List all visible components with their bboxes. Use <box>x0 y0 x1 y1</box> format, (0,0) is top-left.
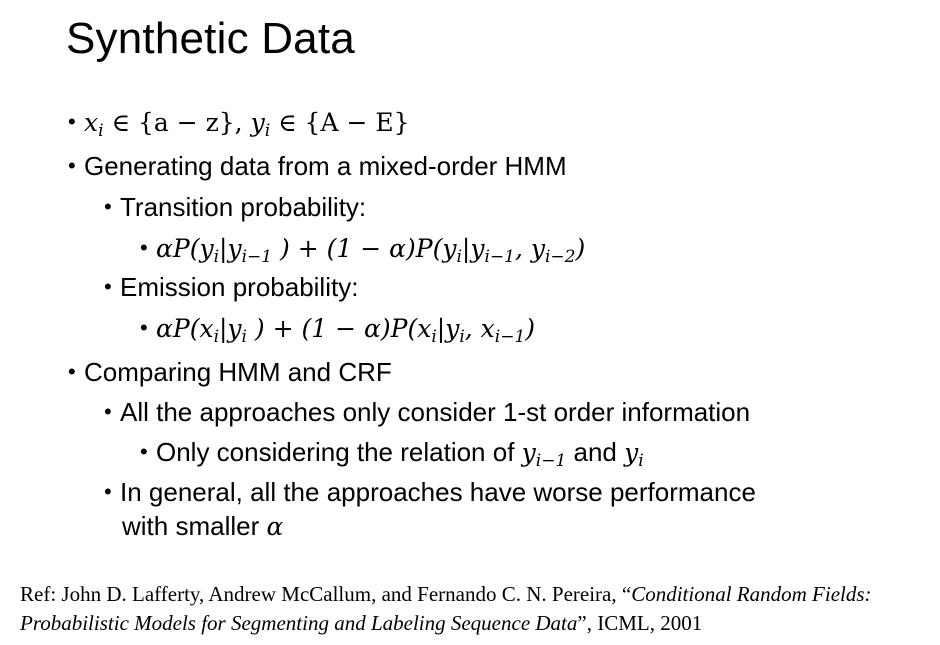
bullet-relation: • Only considering the relation of yi−1 a… <box>140 436 644 471</box>
general-alpha: α <box>266 512 284 541</box>
general-text-line2: with smaller <box>122 511 267 541</box>
emission-formula: αP(xi|yi ) + (1 − α)P(xi|yi, xi−1) <box>156 314 536 347</box>
domains-formula: xi ∈ {a − z}, yi ∈ {A − E} <box>84 108 410 141</box>
transition-label-text: Transition probability: <box>120 192 367 222</box>
bullet-comparing: • Comparing HMM and CRF <box>68 356 392 388</box>
bullet-general: • In general, all the approaches have wor… <box>104 476 756 508</box>
bullet-dot: • <box>68 359 76 384</box>
emission-label-text: Emission probability: <box>120 272 359 302</box>
bullet-emission-label: • Emission probability: <box>104 271 358 303</box>
bullet-dot: • <box>104 399 112 424</box>
relation-y-curr: yi <box>624 438 644 471</box>
bullet-dot: • <box>140 315 148 340</box>
transition-formula: αP(yi|yi−1 ) + (1 − α)P(yi|yi−1, yi−2) <box>156 234 586 267</box>
reference-citation: Ref: John D. Lafferty, Andrew McCallum, … <box>20 580 925 638</box>
reference-prefix: Ref: John D. Lafferty, Andrew McCallum, … <box>20 582 632 606</box>
generating-text: Generating data from a mixed-order HMM <box>84 151 567 181</box>
bullet-dot: • <box>104 274 112 299</box>
bullet-dot: • <box>140 235 148 260</box>
bullet-first-order: • All the approaches only consider 1-st o… <box>104 396 750 428</box>
relation-y-prev: yi−1 <box>521 438 567 471</box>
bullet-emission-formula: • αP(xi|yi ) + (1 − α)P(xi|yi, xi−1) <box>140 312 536 347</box>
bullet-transition-label: • Transition probability: <box>104 191 366 223</box>
bullet-general-continuation: with smaller α <box>122 510 283 543</box>
reference-title: Conditional Random Fields: Probabilistic… <box>20 582 872 635</box>
bullet-generating: • Generating data from a mixed-order HMM <box>68 150 567 182</box>
bullet-domains: • xi ∈ {a − z}, yi ∈ {A − E} <box>68 106 410 141</box>
first-order-text: All the approaches only consider 1-st or… <box>120 397 751 427</box>
bullet-dot: • <box>140 439 148 464</box>
general-text-line1: In general, all the approaches have wors… <box>120 477 756 507</box>
relation-and: and <box>566 437 625 467</box>
bullet-dot: • <box>104 194 112 219</box>
reference-suffix: ”, ICML, 2001 <box>577 611 703 635</box>
bullet-dot: • <box>68 109 76 134</box>
bullet-dot: • <box>104 479 112 504</box>
slide-title: Synthetic Data <box>66 14 355 63</box>
bullet-dot: • <box>68 153 76 178</box>
bullet-transition-formula: • αP(yi|yi−1 ) + (1 − α)P(yi|yi−1, yi−2) <box>140 232 586 267</box>
comparing-text: Comparing HMM and CRF <box>84 357 392 387</box>
relation-text: Only considering the relation of <box>156 437 522 467</box>
